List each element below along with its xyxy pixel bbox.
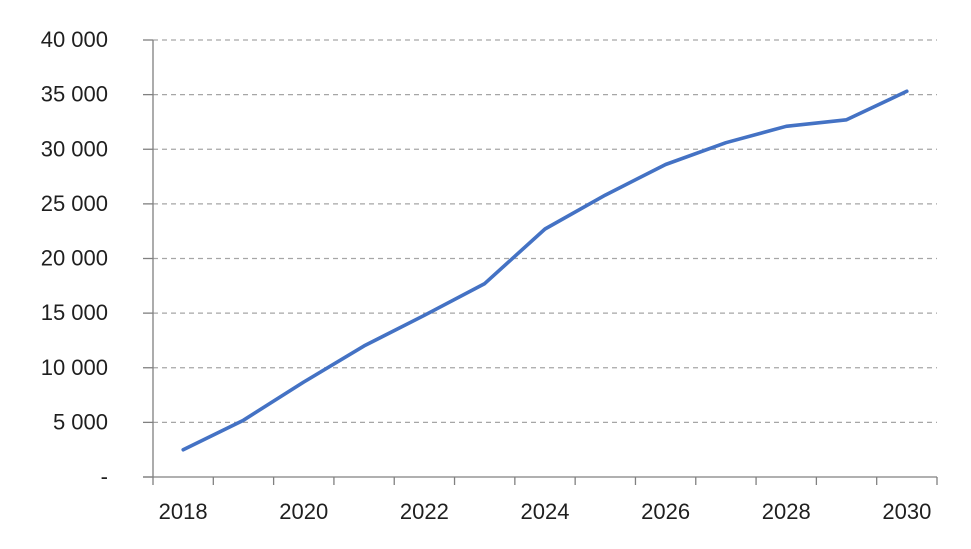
y-tick-label: 15 000 <box>41 300 108 325</box>
y-tick-label: 25 000 <box>41 191 108 216</box>
x-tick-label: 2020 <box>279 499 328 524</box>
y-tick-label: 10 000 <box>41 355 108 380</box>
x-tick-label: 2018 <box>159 499 208 524</box>
y-tick-label: 5 000 <box>53 409 108 434</box>
x-tick-label: 2024 <box>521 499 570 524</box>
y-tick-label: 35 000 <box>41 82 108 107</box>
x-tick-label: 2026 <box>641 499 690 524</box>
y-tick-label: 30 000 <box>41 136 108 161</box>
data-series-line <box>181 89 909 452</box>
x-tick-label: 2030 <box>882 499 931 524</box>
x-tick-label: 2022 <box>400 499 449 524</box>
x-tick-label: 2028 <box>762 499 811 524</box>
y-tick-label: - <box>101 464 108 489</box>
y-tick-label: 40 000 <box>41 27 108 52</box>
y-tick-label: 20 000 <box>41 246 108 271</box>
